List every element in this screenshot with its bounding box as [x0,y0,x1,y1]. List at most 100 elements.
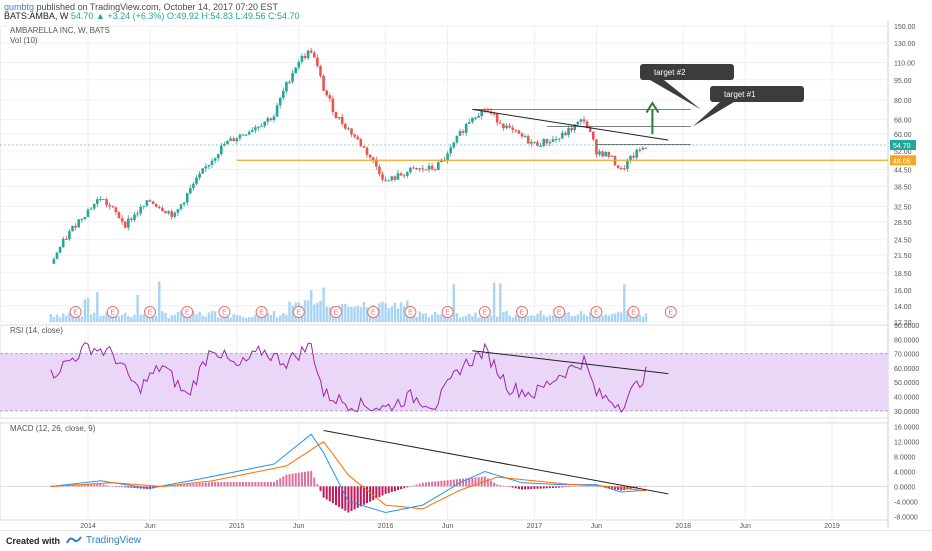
macd-hist-bar [393,486,396,492]
candle-body [272,116,276,120]
macd-hist-bar [452,479,455,487]
volume-bar [310,289,313,322]
volume-bar [356,305,359,322]
macd-hist-bar [446,480,449,487]
candle-body [461,131,465,133]
volume-bar [440,314,443,322]
username-link[interactable]: gumbtg [4,2,35,12]
rsi-trendline [472,350,669,375]
earnings-marker-letter: E [482,310,487,317]
macd-hist-bar [214,482,217,487]
candle-body [120,217,124,222]
macd-hist-bar [390,486,393,493]
volume-bar [496,316,499,322]
macd-hist-bar [449,479,452,487]
volume-bar [468,313,471,322]
macd-hist-bar [493,482,496,487]
macd-hist-bar [570,486,573,487]
rsi-label: RSI (14, close) [10,326,63,335]
last-price-badge-text: 54.70 [893,143,911,150]
macd-hist-bar [99,483,102,487]
candle-body [585,121,589,128]
candle-body [598,151,601,155]
macd-hist-bar [257,482,260,487]
macd-hist-bar [93,484,96,487]
macd-hist-bar [378,486,381,497]
macd-hist-bar [338,486,341,507]
macd-hist-bar [229,482,232,487]
candle-body [632,155,635,158]
macd-hist-bar [536,486,539,489]
earnings-marker-letter: E [73,310,78,317]
candle-body [61,238,65,248]
volume-bar [499,283,502,322]
macd-hist-bar [186,484,189,487]
macd-hist-bar [521,486,523,490]
candle-body [322,75,325,91]
candle-body [80,219,84,221]
macd-hist-bar [539,486,542,489]
candle-body [567,128,570,135]
macd-hist-bar [406,486,409,488]
volume-bar [430,314,434,322]
volume-bar [102,315,105,322]
earnings-marker [516,306,528,318]
candle-body [139,206,142,214]
candle-body [201,168,204,174]
candle-body [189,188,192,194]
candle-body [241,134,245,136]
candle-body [300,55,304,62]
macd-hist-bar [347,486,350,513]
volume-bar [626,310,629,322]
candle-body [195,177,198,184]
macd-hist-bar [629,486,632,489]
volume-bar [105,311,108,322]
macd-hist-bar [614,486,616,490]
candle-body [285,81,288,91]
macd-hist-bar [118,486,120,487]
brand-text[interactable]: TradingView [86,535,142,546]
candle-body [464,123,468,133]
macd-hist-bar [421,482,424,487]
macd-hist-bar [508,486,511,488]
candle-body [68,231,71,240]
volume-bar [403,306,406,322]
volume-bar [251,317,254,322]
macd-hist-bar [114,486,117,487]
earnings-marker [590,306,603,318]
earnings-marker [330,306,342,318]
candle-body [629,155,632,162]
macd-hist-bar [260,482,263,487]
candle-body [71,225,74,232]
macd-hist-bar [638,486,641,487]
volume-bar [601,315,604,322]
volume-bar [520,316,524,322]
volume-bar [523,312,527,322]
candle-body [492,113,496,115]
volume-bar [89,314,93,322]
candle-body [65,238,68,240]
candle-body [52,259,56,264]
volume-bar [353,306,356,322]
rsi-tick-label: 40.0000 [894,395,919,402]
macd-hist-bar [335,486,337,506]
price-chart-svg[interactable]: 2014 Jun 2015 Jun 2016 Jun 2017 Jun 2018 Jun 2019 1… [0,20,932,530]
volume-bar [238,315,242,322]
macd-hist-bar [316,484,319,487]
candle-body [179,204,183,210]
volume-bar [173,314,176,322]
candle-body [288,81,291,83]
volume-bar [595,314,598,322]
earnings-marker-letter: E [445,310,450,317]
candle-body [117,212,121,218]
volume-bar [471,316,474,322]
macd-pane [0,422,889,521]
volume-bar [142,314,145,322]
last-price-text: 54.70 [70,11,94,21]
candle-body [409,167,412,172]
price-tick-label: 52.00 [894,149,912,156]
macd-hist-bar [496,484,499,487]
macd-hist-bar [424,482,427,487]
candle-body [161,208,164,212]
volume-bar [136,294,139,322]
